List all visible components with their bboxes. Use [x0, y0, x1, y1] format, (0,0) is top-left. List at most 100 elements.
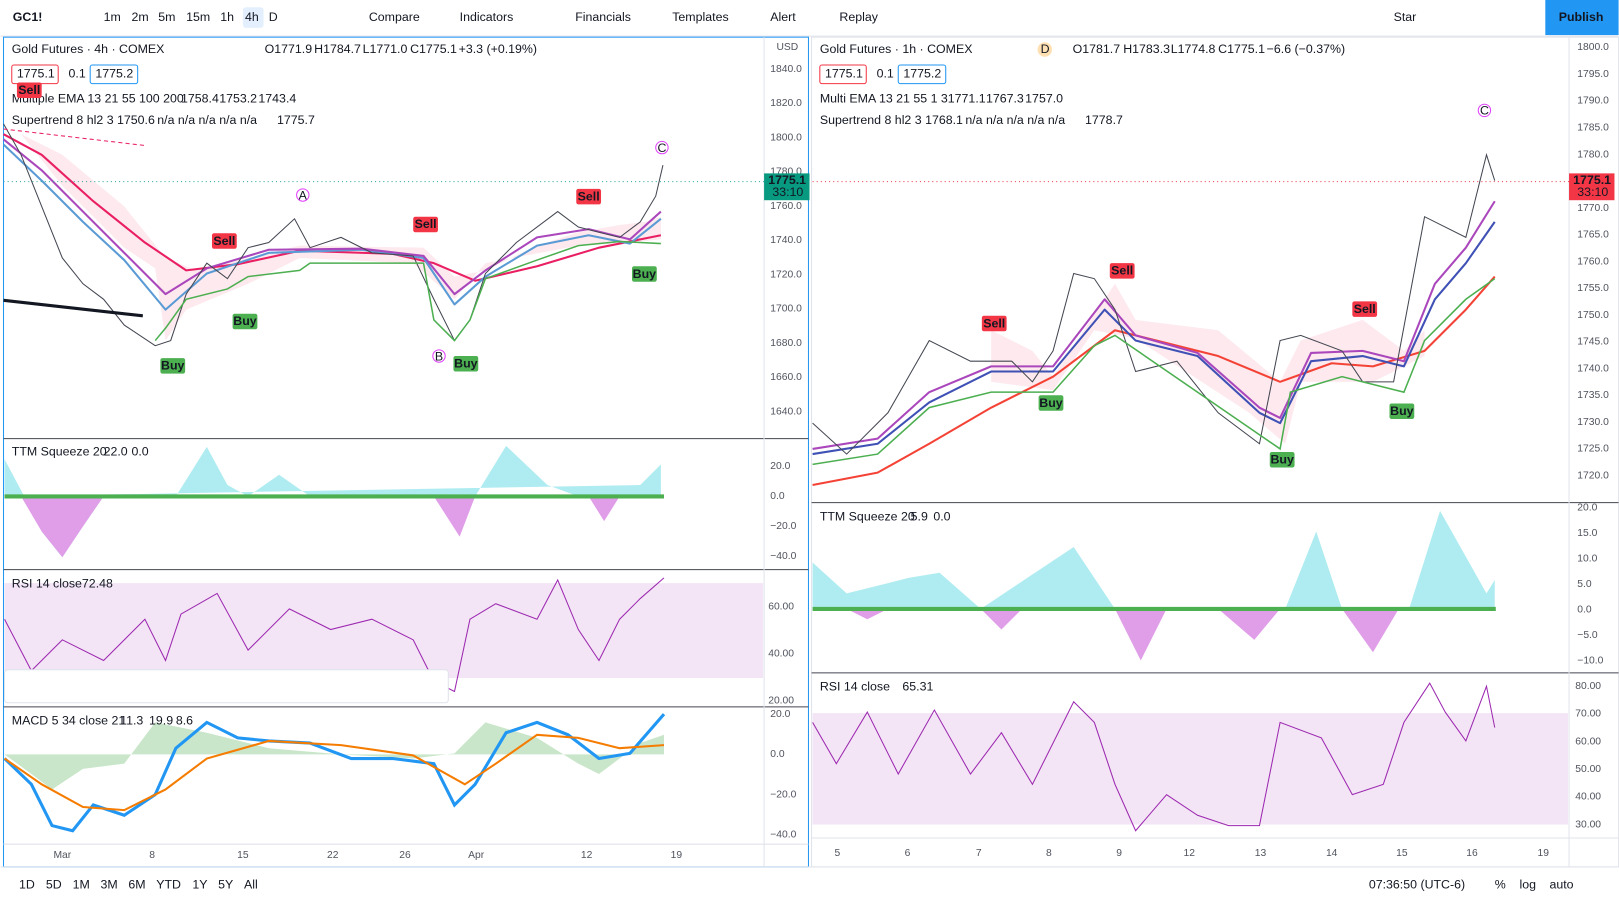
signal-box [981, 315, 1007, 332]
indicator-name: Multiple EMA 13 21 55 100 200 [12, 91, 184, 105]
price-axis-label: 1720.0 [1577, 471, 1609, 482]
indicator-name: TTM Squeeze 20 [12, 444, 107, 458]
indicator-name: RSI 14 close [12, 576, 82, 590]
time-axis-label: Mar [53, 850, 71, 861]
scale-option[interactable]: log [1520, 878, 1537, 892]
price-axis-label: 0.0 [770, 491, 785, 502]
time-axis-label: 6 [905, 848, 911, 859]
rsi-band [812, 713, 1569, 825]
ohlc-value: C1775.1 [410, 42, 457, 56]
price-axis-label: 1725.0 [1577, 444, 1609, 455]
range-button[interactable]: 1M [73, 878, 90, 892]
price-axis-label: 1750.0 [1577, 310, 1609, 321]
price-axis-label: 20.0 [770, 709, 790, 720]
signal-box [16, 82, 42, 99]
indicator-name: RSI 14 close [820, 680, 890, 694]
range-button[interactable]: 5D [46, 878, 62, 892]
toolbar-button[interactable]: Compare [369, 10, 420, 24]
price-axis-label: 40.00 [768, 648, 794, 659]
interval[interactable]: 1h [220, 10, 234, 24]
indicator-value: 0.0 [131, 444, 148, 458]
interval-badge [1037, 42, 1053, 57]
toolbar-button[interactable]: Templates [672, 10, 728, 24]
publish-button[interactable] [1545, 0, 1619, 36]
time-axis-label: Apr [468, 850, 485, 861]
toolbar-button[interactable]: Indicators [460, 10, 514, 24]
ohlc-value: H1783.3 [1123, 42, 1170, 56]
star-button[interactable]: Star [1394, 10, 1417, 24]
signal-label: Buy [1039, 396, 1062, 410]
price-axis-label: 1720.0 [770, 269, 802, 280]
range-button[interactable]: 1Y [192, 878, 207, 892]
scale-option[interactable]: auto [1549, 878, 1573, 892]
wave-label: B [435, 349, 443, 363]
signal-label: Sell [213, 234, 235, 248]
range-button[interactable]: 5Y [218, 878, 233, 892]
badge [897, 64, 947, 85]
indicator-value: 5.9 [911, 509, 928, 523]
signal-label: Buy [633, 267, 656, 281]
price-axis-label: 1780.0 [770, 167, 802, 178]
spread: 0.1 [877, 67, 894, 81]
signal-box [211, 233, 237, 249]
symbol[interactable]: GC1! [13, 10, 43, 24]
price-axis-label: −20.0 [770, 521, 796, 532]
ohlc-value: L1771.0 [363, 42, 408, 56]
range-button[interactable]: 3M [101, 878, 118, 892]
signal-label: Sell [578, 189, 600, 203]
range-button[interactable]: YTD [156, 878, 181, 892]
price-axis-label: 30.00 [1575, 819, 1601, 830]
signal-label: Sell [1111, 264, 1133, 278]
indicator-value: 1771.1 [948, 91, 986, 105]
indicator-value: 0.0 [933, 509, 950, 523]
interval[interactable]: 1m [104, 10, 121, 24]
time-axis-label: 16 [1466, 848, 1478, 859]
price-axis-label: 1755.0 [1577, 283, 1609, 294]
signal-label: Sell [415, 217, 437, 231]
price-axis-label: 0.0 [1577, 604, 1592, 615]
scale-option[interactable]: % [1495, 878, 1506, 892]
last-price-tag [1569, 173, 1615, 201]
time-axis-label: 7 [976, 848, 982, 859]
publish-label[interactable]: Publish [1559, 10, 1604, 24]
price-axis-label: 1785.0 [1577, 123, 1609, 134]
chart-title: Gold Futures · 1h · COMEX [820, 42, 973, 56]
signal-box [576, 188, 602, 205]
price-axis-label: 1800.0 [770, 132, 802, 143]
toolbar-button[interactable]: Financials [575, 10, 631, 24]
indicator-value: 72.48 [82, 576, 113, 590]
price-axis-label: −40.0 [770, 830, 796, 841]
interval[interactable]: D [269, 10, 278, 24]
price-axis-label: 1640.0 [770, 406, 802, 417]
price-axis-label: −40.0 [770, 551, 796, 562]
signal-label: Buy [233, 314, 256, 328]
drawing-toolbar [4, 669, 449, 704]
range-button[interactable]: 1D [19, 878, 35, 892]
last-price-tag [764, 173, 810, 201]
price-axis-label: −10.0 [1577, 655, 1603, 666]
range-button[interactable]: All [244, 878, 258, 892]
signal-label: Buy [454, 357, 477, 371]
interval[interactable]: 4h [245, 10, 259, 24]
indicator-value: 1758.4 [181, 91, 219, 105]
signal-label: Sell [1354, 302, 1376, 316]
toolbar-button[interactable]: Replay [839, 10, 878, 24]
signal-label: Buy [1270, 453, 1293, 467]
interval[interactable]: 2m [131, 10, 148, 24]
price-axis-label: 70.00 [1575, 709, 1601, 720]
price-axis-label: 40.00 [1575, 792, 1601, 803]
interval[interactable]: 15m [186, 10, 210, 24]
interval[interactable]: 5m [158, 10, 175, 24]
signal-box [160, 358, 186, 374]
price-axis-label: 20.00 [768, 695, 794, 706]
price-axis-label: 1730.0 [1577, 417, 1609, 428]
toolbar-button[interactable]: Alert [770, 10, 796, 24]
indicator-name: MACD 5 34 close 21 [12, 714, 126, 728]
price-axis-label: 1735.0 [1577, 390, 1609, 401]
range-button[interactable]: 6M [128, 878, 145, 892]
price-axis-label: 1745.0 [1577, 337, 1609, 348]
price-axis-label: 1765.0 [1577, 230, 1609, 241]
signal-label: Sell [983, 316, 1005, 330]
indicator-value: 1750.6 [117, 113, 155, 127]
